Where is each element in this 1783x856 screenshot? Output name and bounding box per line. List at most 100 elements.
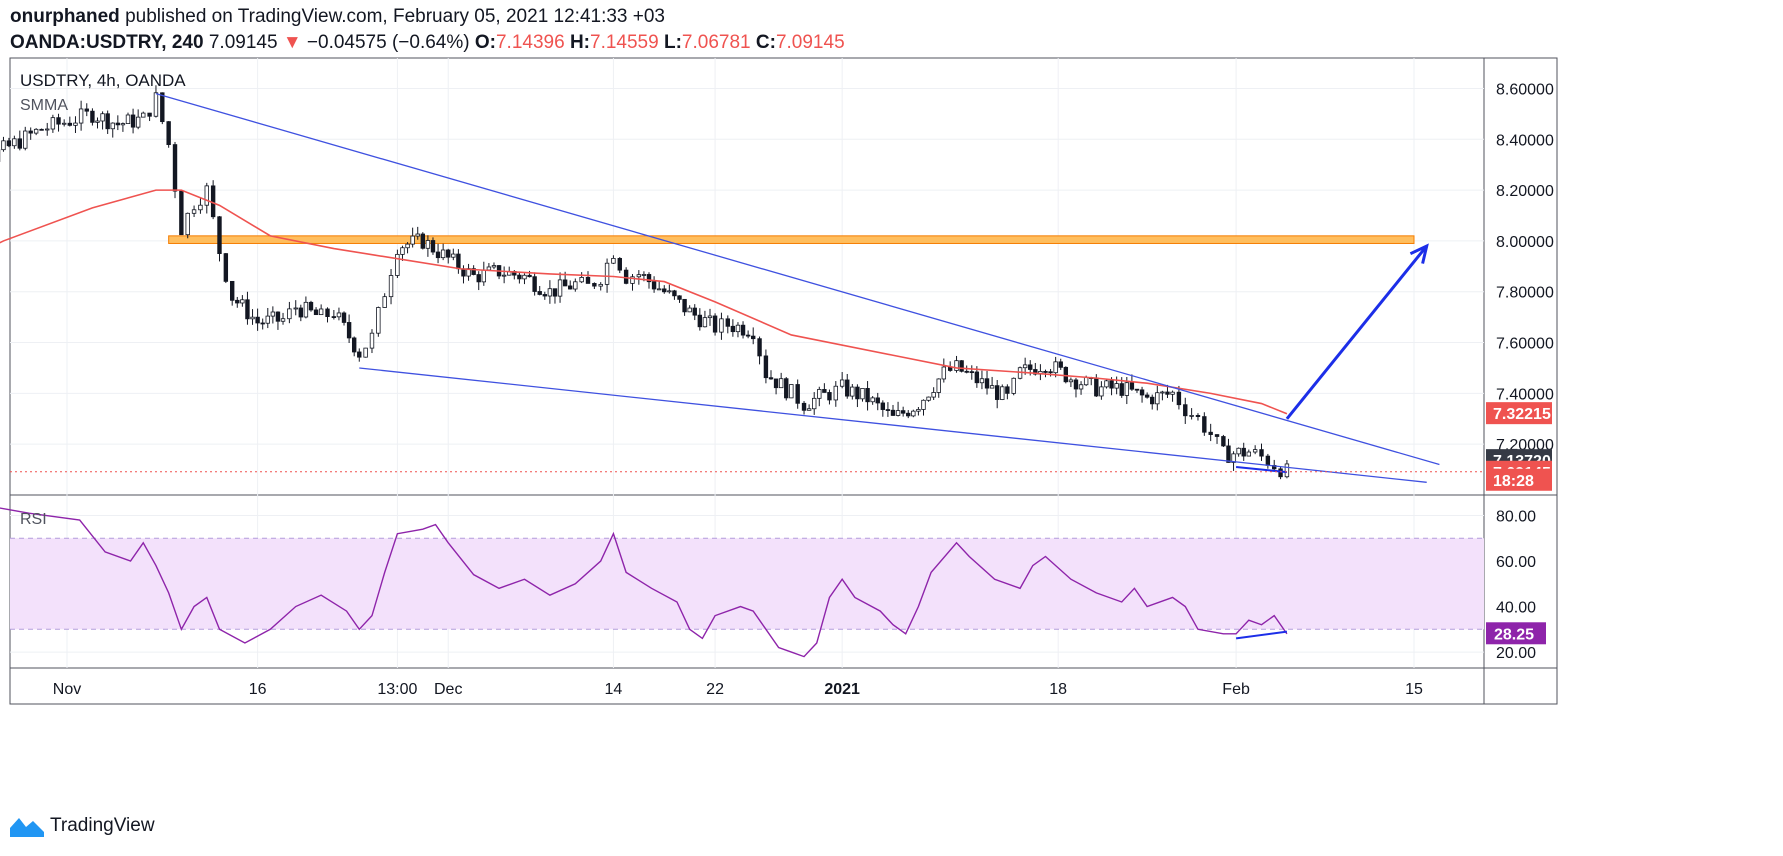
candle[interactable]	[325, 307, 330, 323]
candle[interactable]	[817, 386, 822, 407]
candle[interactable]	[1155, 385, 1160, 411]
candle[interactable]	[217, 216, 222, 262]
candle[interactable]	[611, 255, 616, 264]
candle[interactable]	[662, 285, 667, 294]
candle[interactable]	[451, 248, 456, 261]
candle[interactable]	[789, 384, 794, 399]
candle[interactable]	[56, 113, 61, 132]
candle[interactable]	[860, 388, 865, 402]
candle[interactable]	[240, 295, 245, 307]
candle[interactable]	[120, 122, 126, 132]
candle[interactable]	[141, 111, 146, 118]
candle[interactable]	[926, 396, 931, 402]
candle[interactable]	[1160, 390, 1165, 401]
candle[interactable]	[795, 379, 800, 409]
candle[interactable]	[1226, 438, 1231, 463]
candle[interactable]	[1000, 384, 1005, 401]
candle[interactable]	[936, 378, 941, 398]
upper-trendline[interactable]	[155, 92, 1440, 466]
candle[interactable]	[768, 370, 774, 380]
candle[interactable]	[405, 242, 410, 254]
candle[interactable]	[318, 304, 324, 316]
candle[interactable]	[147, 112, 152, 122]
candle[interactable]	[336, 307, 342, 321]
candle[interactable]	[778, 372, 784, 389]
candle[interactable]	[623, 267, 629, 285]
candle[interactable]	[730, 319, 736, 337]
author-name[interactable]: onurphaned	[10, 6, 120, 27]
candle[interactable]	[287, 301, 292, 324]
candle[interactable]	[617, 257, 622, 274]
candle[interactable]	[845, 373, 850, 399]
candle[interactable]	[522, 273, 527, 285]
candle[interactable]	[969, 365, 974, 380]
candle[interactable]	[12, 135, 17, 149]
candle[interactable]	[172, 141, 178, 199]
tradingview-logo-icon[interactable]	[10, 815, 44, 837]
candle[interactable]	[476, 271, 481, 291]
candle[interactable]	[308, 300, 314, 312]
candle[interactable]	[537, 285, 542, 296]
candle[interactable]	[651, 276, 657, 293]
candle[interactable]	[351, 336, 357, 357]
candle[interactable]	[885, 402, 891, 417]
candle[interactable]	[827, 389, 832, 405]
candle[interactable]	[712, 313, 718, 336]
candle[interactable]	[1005, 384, 1010, 400]
candle[interactable]	[260, 318, 265, 330]
candle[interactable]	[697, 308, 703, 331]
lower-trendline[interactable]	[359, 367, 1427, 483]
candle[interactable]	[298, 304, 304, 322]
candle[interactable]	[532, 272, 537, 296]
candle[interactable]	[346, 314, 352, 343]
candle[interactable]	[95, 117, 100, 129]
candle[interactable]	[682, 298, 687, 316]
candle[interactable]	[135, 109, 141, 130]
candle[interactable]	[115, 115, 121, 131]
candle[interactable]	[275, 311, 281, 330]
candle[interactable]	[1150, 394, 1155, 410]
candle[interactable]	[979, 370, 985, 390]
candle[interactable]	[725, 315, 730, 334]
candle[interactable]	[33, 128, 39, 136]
candle[interactable]	[210, 180, 216, 220]
candle[interactable]	[1259, 443, 1264, 461]
candle[interactable]	[865, 381, 870, 411]
candle[interactable]	[1195, 413, 1201, 421]
candle[interactable]	[395, 249, 400, 278]
candle[interactable]	[1284, 460, 1290, 479]
smma-line[interactable]	[0, 189, 1288, 415]
chart-legend-indicator[interactable]: SMMA	[20, 97, 68, 114]
candle[interactable]	[229, 280, 235, 306]
candle[interactable]	[45, 122, 50, 136]
candle[interactable]	[84, 103, 89, 117]
candle[interactable]	[17, 130, 23, 151]
candle[interactable]	[916, 406, 921, 416]
candle[interactable]	[855, 384, 860, 408]
candle[interactable]	[255, 308, 260, 331]
candle[interactable]	[784, 377, 789, 401]
tradingview-brand[interactable]: TradingView	[50, 815, 155, 836]
candle[interactable]	[1236, 447, 1241, 457]
candle[interactable]	[61, 119, 67, 127]
rsi-line[interactable]	[0, 500, 1288, 658]
candle[interactable]	[573, 278, 578, 292]
candle[interactable]	[677, 295, 682, 303]
candle[interactable]	[78, 100, 84, 131]
candle[interactable]	[270, 306, 276, 324]
candle[interactable]	[763, 349, 769, 384]
candle[interactable]	[440, 243, 446, 261]
candle[interactable]	[265, 307, 270, 329]
candle[interactable]	[757, 336, 762, 365]
candle[interactable]	[105, 110, 110, 134]
candle[interactable]	[1221, 434, 1226, 448]
candle[interactable]	[28, 127, 33, 140]
candle[interactable]	[989, 376, 995, 389]
candle[interactable]	[1252, 445, 1258, 455]
candle[interactable]	[23, 126, 28, 151]
rsi-legend[interactable]: RSI	[20, 511, 47, 528]
candle[interactable]	[341, 311, 347, 326]
candle[interactable]	[1134, 388, 1140, 393]
candle[interactable]	[895, 401, 901, 417]
